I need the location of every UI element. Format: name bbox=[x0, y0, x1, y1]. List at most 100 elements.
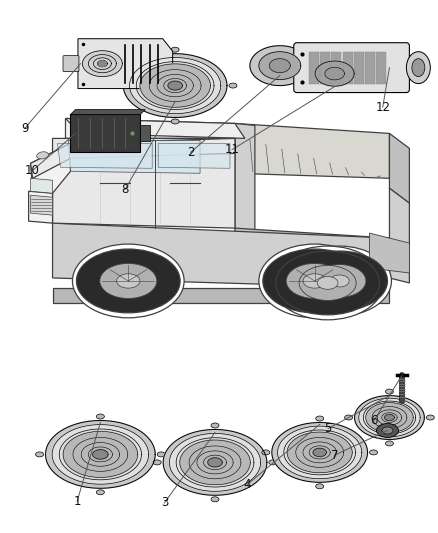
Bar bbox=[140, 125, 150, 141]
Polygon shape bbox=[389, 188, 410, 283]
Text: 6: 6 bbox=[370, 414, 378, 427]
Ellipse shape bbox=[303, 274, 326, 288]
Bar bbox=[365, 52, 375, 84]
Polygon shape bbox=[63, 431, 138, 478]
Polygon shape bbox=[57, 143, 152, 168]
Ellipse shape bbox=[37, 152, 49, 159]
Polygon shape bbox=[136, 62, 214, 109]
Polygon shape bbox=[59, 429, 141, 480]
Polygon shape bbox=[31, 139, 235, 178]
Bar bbox=[354, 52, 364, 84]
Polygon shape bbox=[163, 430, 267, 495]
Ellipse shape bbox=[171, 119, 179, 124]
Polygon shape bbox=[278, 426, 362, 479]
Polygon shape bbox=[124, 54, 227, 117]
Polygon shape bbox=[52, 425, 148, 484]
FancyBboxPatch shape bbox=[294, 43, 410, 93]
Bar bbox=[320, 52, 330, 84]
Ellipse shape bbox=[292, 251, 388, 311]
Polygon shape bbox=[363, 401, 416, 434]
Ellipse shape bbox=[35, 452, 43, 457]
Ellipse shape bbox=[96, 414, 104, 419]
Text: 8: 8 bbox=[121, 183, 129, 196]
Bar bbox=[331, 52, 341, 84]
Ellipse shape bbox=[317, 277, 338, 289]
Polygon shape bbox=[269, 59, 290, 72]
Ellipse shape bbox=[288, 246, 392, 316]
Polygon shape bbox=[53, 223, 389, 288]
Ellipse shape bbox=[211, 497, 219, 502]
Ellipse shape bbox=[229, 83, 237, 88]
Text: 10: 10 bbox=[25, 164, 39, 177]
Polygon shape bbox=[140, 64, 210, 107]
Polygon shape bbox=[168, 81, 182, 90]
Polygon shape bbox=[71, 109, 145, 115]
Polygon shape bbox=[158, 143, 230, 168]
Polygon shape bbox=[68, 140, 200, 173]
Polygon shape bbox=[208, 458, 222, 467]
Polygon shape bbox=[366, 402, 413, 432]
Ellipse shape bbox=[117, 274, 140, 288]
Ellipse shape bbox=[286, 263, 343, 298]
Text: 7: 7 bbox=[331, 449, 339, 462]
Polygon shape bbox=[66, 118, 245, 139]
Bar bbox=[343, 52, 353, 84]
Polygon shape bbox=[53, 288, 389, 303]
Polygon shape bbox=[272, 423, 367, 482]
Polygon shape bbox=[235, 124, 389, 178]
Ellipse shape bbox=[385, 389, 393, 394]
Ellipse shape bbox=[96, 490, 104, 495]
Polygon shape bbox=[250, 46, 310, 86]
Polygon shape bbox=[28, 191, 53, 223]
Text: 1: 1 bbox=[73, 495, 81, 508]
Polygon shape bbox=[31, 195, 53, 215]
Text: 3: 3 bbox=[161, 496, 168, 510]
Ellipse shape bbox=[171, 47, 179, 52]
Ellipse shape bbox=[316, 484, 324, 489]
Polygon shape bbox=[180, 440, 250, 484]
Polygon shape bbox=[325, 67, 344, 80]
Polygon shape bbox=[93, 450, 108, 459]
Ellipse shape bbox=[259, 244, 371, 318]
Text: 9: 9 bbox=[21, 122, 28, 135]
Ellipse shape bbox=[262, 450, 270, 455]
Polygon shape bbox=[313, 448, 326, 457]
Bar bbox=[377, 52, 386, 84]
Polygon shape bbox=[359, 398, 420, 437]
Text: 5: 5 bbox=[325, 422, 332, 435]
Polygon shape bbox=[99, 61, 106, 66]
Ellipse shape bbox=[313, 264, 366, 297]
Ellipse shape bbox=[77, 249, 180, 313]
Polygon shape bbox=[82, 51, 122, 77]
Polygon shape bbox=[66, 118, 235, 139]
Text: 2: 2 bbox=[187, 146, 194, 159]
Ellipse shape bbox=[272, 246, 384, 320]
Ellipse shape bbox=[100, 263, 157, 298]
Ellipse shape bbox=[316, 416, 324, 421]
Polygon shape bbox=[287, 432, 352, 473]
Polygon shape bbox=[235, 124, 255, 233]
Polygon shape bbox=[235, 228, 389, 288]
Ellipse shape bbox=[345, 415, 353, 420]
Ellipse shape bbox=[377, 424, 399, 438]
Ellipse shape bbox=[406, 52, 430, 84]
Polygon shape bbox=[130, 58, 221, 114]
Ellipse shape bbox=[370, 450, 378, 455]
Ellipse shape bbox=[330, 275, 349, 287]
Text: 4: 4 bbox=[244, 478, 251, 491]
Polygon shape bbox=[46, 421, 155, 488]
Text: 12: 12 bbox=[375, 101, 390, 114]
Polygon shape bbox=[385, 415, 394, 421]
Polygon shape bbox=[307, 55, 363, 92]
Polygon shape bbox=[170, 433, 261, 491]
Polygon shape bbox=[31, 178, 53, 193]
FancyBboxPatch shape bbox=[63, 55, 79, 71]
Ellipse shape bbox=[263, 249, 367, 313]
Ellipse shape bbox=[426, 415, 434, 420]
Polygon shape bbox=[355, 395, 424, 439]
Ellipse shape bbox=[113, 83, 121, 88]
Ellipse shape bbox=[211, 423, 219, 428]
Polygon shape bbox=[78, 39, 173, 88]
Ellipse shape bbox=[269, 460, 277, 465]
Polygon shape bbox=[315, 61, 354, 86]
